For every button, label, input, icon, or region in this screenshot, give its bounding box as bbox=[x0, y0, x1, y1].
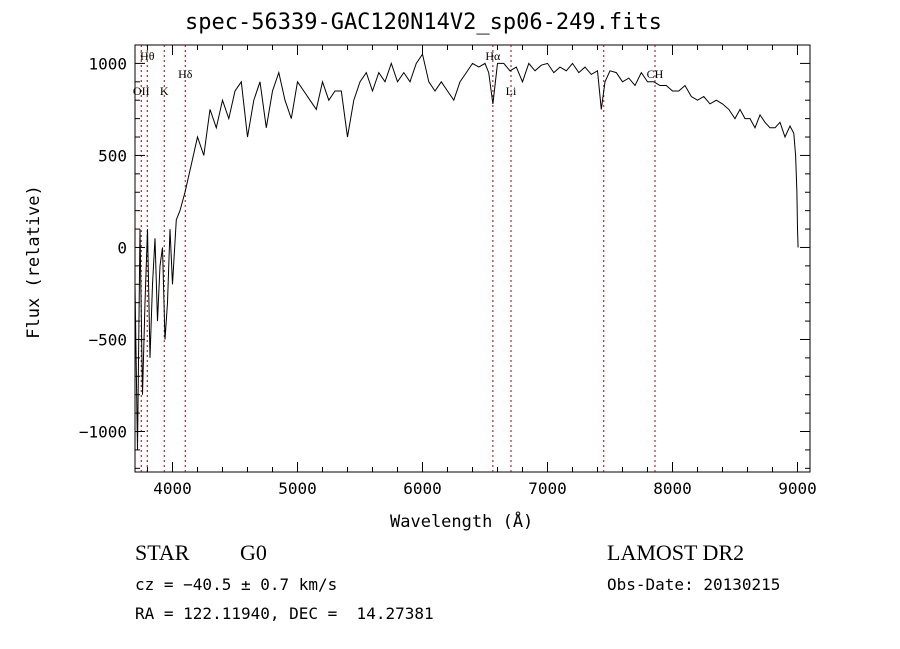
x-axis-ticks: 4000 5000 6000 7000 8000 9000 bbox=[147, 45, 817, 498]
line-marker-label: Hα bbox=[485, 49, 501, 63]
x-tick-label: 9000 bbox=[778, 479, 817, 498]
line-marker-label: Hδ bbox=[178, 67, 193, 81]
ra-dec-text: RA = 122.11940, DEC = 14.27381 bbox=[135, 604, 434, 623]
line-marker-label: K bbox=[160, 84, 169, 98]
y-tick-label: 0 bbox=[117, 238, 127, 257]
redshift-text: cz = −40.5 ± 0.7 km/s bbox=[135, 575, 338, 594]
line-marker-label: CH bbox=[647, 67, 664, 81]
obs-date-text: Obs-Date: 20130215 bbox=[607, 575, 781, 594]
spectral-line-markers bbox=[140, 45, 656, 472]
y-tick-label: −1000 bbox=[79, 423, 127, 442]
x-tick-label: 4000 bbox=[153, 479, 192, 498]
spectral-line-labels: OII Hθ K Hδ Hα Li CH bbox=[133, 49, 664, 98]
y-tick-label: 1000 bbox=[88, 54, 127, 73]
y-tick-label: −500 bbox=[88, 330, 127, 349]
line-marker-label: Hθ bbox=[140, 49, 155, 63]
x-tick-label: 5000 bbox=[278, 479, 317, 498]
chart-title: spec-56339-GAC120N14V2_sp06-249.fits bbox=[185, 10, 662, 35]
y-tick-label: 500 bbox=[98, 146, 127, 165]
x-tick-label: 7000 bbox=[528, 479, 567, 498]
line-marker-label: Li bbox=[506, 84, 517, 98]
line-marker-label: OII bbox=[133, 84, 150, 98]
survey-name: LAMOST DR2 bbox=[607, 540, 745, 565]
x-axis-label: Wavelength (Å) bbox=[390, 512, 534, 532]
y-axis-label: Flux (relative) bbox=[24, 185, 44, 339]
x-tick-label: 6000 bbox=[403, 479, 442, 498]
object-class: STAR bbox=[135, 540, 190, 565]
x-tick-label: 8000 bbox=[653, 479, 692, 498]
spectrum-line bbox=[134, 52, 799, 450]
y-axis-ticks: −1000 −500 0 500 1000 bbox=[79, 54, 810, 469]
plot-frame bbox=[134, 44, 811, 473]
object-subclass: G0 bbox=[240, 540, 267, 565]
